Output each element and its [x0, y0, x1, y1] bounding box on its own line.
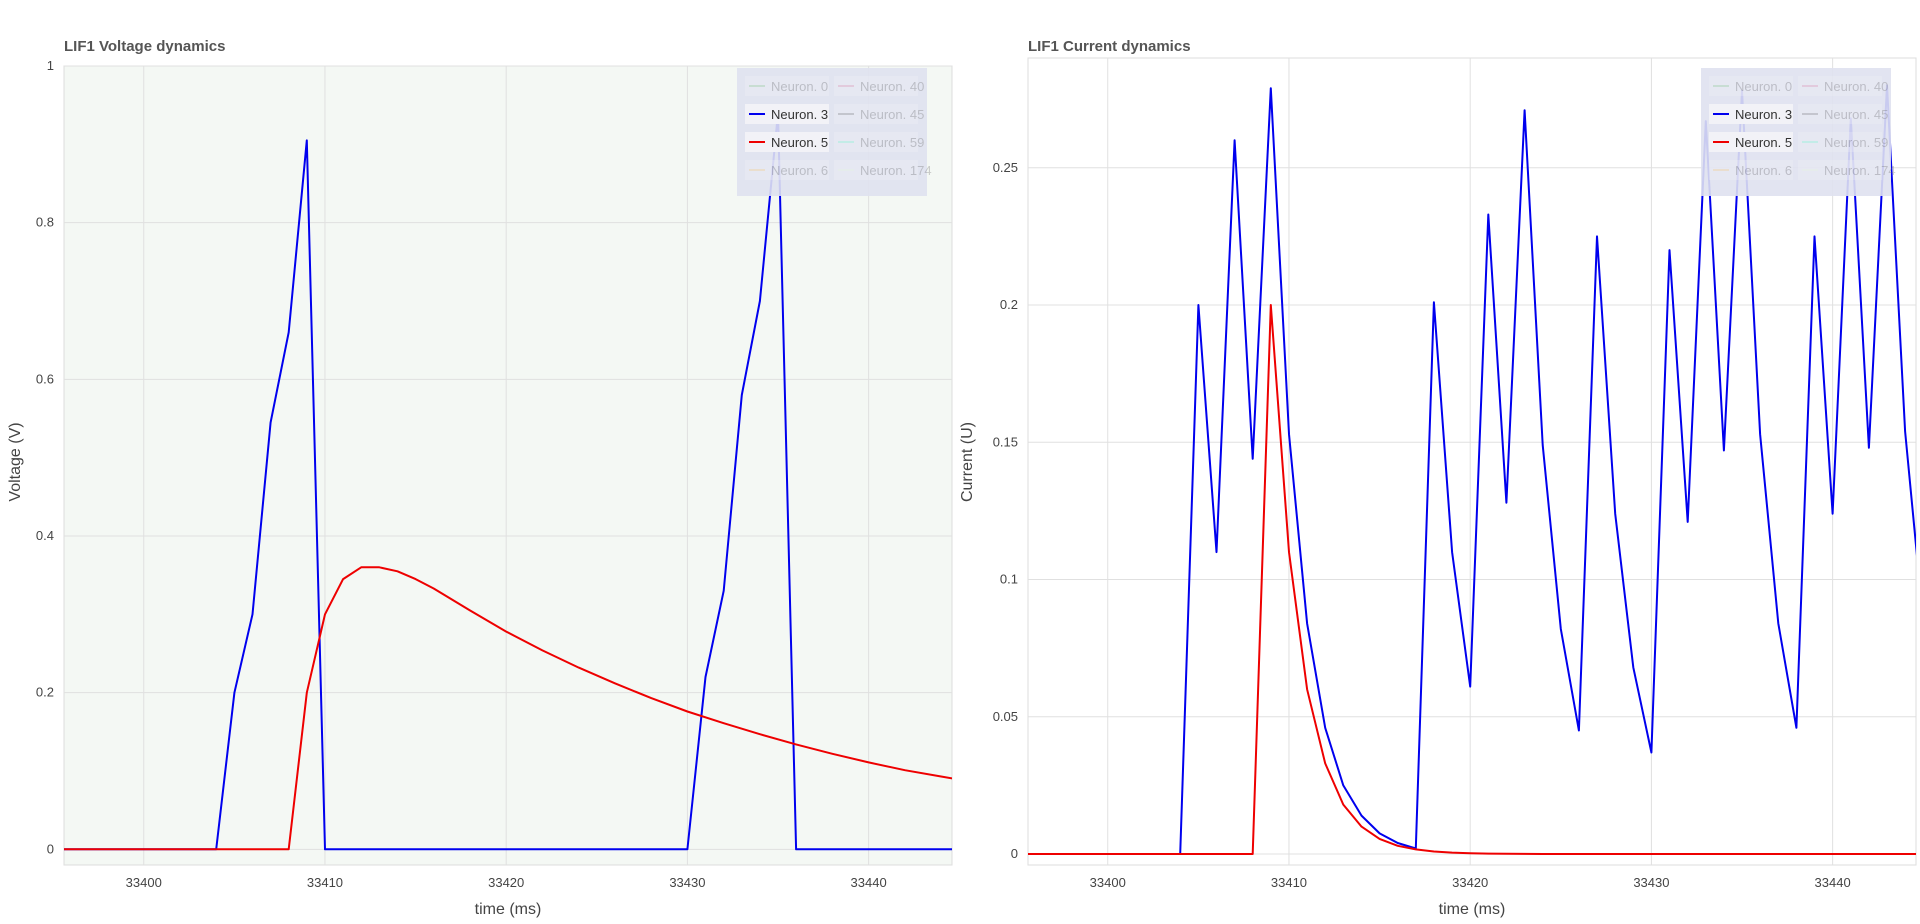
voltage-series-lines — [64, 112, 952, 851]
legend-label: Neuron. 3 — [771, 107, 828, 122]
legend-label: Neuron. 40 — [1824, 79, 1888, 94]
voltage-tick-labels: 33400 33410 33420 33430 33440 0 0.2 0.4 0.6 0.8 1 — [36, 58, 887, 890]
current-legend: Neuron. 0 Neuron. 40 Neuron. 3 Neuron. 45 Ne… — [1701, 68, 1896, 196]
legend-label: Neuron. 59 — [1824, 135, 1888, 150]
legend-label: Neuron. 45 — [1824, 107, 1888, 122]
series-line-neuron-3 — [1028, 84, 1916, 855]
legend-label: Neuron. 0 — [771, 79, 828, 94]
legend-item[interactable]: Neuron. 174 — [1798, 160, 1896, 180]
legend-label: Neuron. 5 — [1735, 135, 1792, 150]
x-tick-label: 33410 — [1271, 875, 1307, 890]
legend-item-background — [745, 132, 829, 152]
y-tick-label: 0.2 — [36, 685, 54, 700]
y-tick-label: 0.1 — [1000, 572, 1018, 587]
legend-item[interactable]: Neuron. 40 — [1798, 76, 1888, 96]
x-tick-label: 33440 — [1815, 875, 1851, 890]
legend-item-background — [1798, 104, 1882, 124]
legend-item-background — [834, 76, 918, 96]
legend-item[interactable]: Neuron. 6 — [1709, 160, 1793, 180]
x-tick-label: 33410 — [307, 875, 343, 890]
y-tick-label: 0.4 — [36, 528, 54, 543]
current-chart: 33400 33410 33420 33430 33440 0 0.05 0.1 0.15 0.2… — [959, 38, 1917, 918]
legend-label: Neuron. 0 — [1735, 79, 1792, 94]
current-y-axis-label: Current (U) — [959, 422, 976, 502]
legend-item[interactable]: Neuron. 59 — [1798, 132, 1888, 152]
x-tick-label: 33420 — [1452, 875, 1488, 890]
voltage-x-axis-label: time (ms) — [475, 901, 542, 918]
legend-label: Neuron. 45 — [860, 107, 924, 122]
legend-item-background — [745, 160, 829, 180]
series-line-neuron-5 — [1028, 304, 1916, 855]
voltage-chart-title: LIF1 Voltage dynamics — [64, 38, 225, 55]
x-tick-label: 33420 — [488, 875, 524, 890]
y-tick-label: 0 — [47, 841, 54, 856]
legend-label: Neuron. 6 — [1735, 163, 1792, 178]
legend-item-background — [745, 76, 829, 96]
legend-item-background — [1709, 160, 1793, 180]
voltage-legend: Neuron. 0 Neuron. 40 Neuron. 3 Neuron. 45 Ne… — [737, 68, 932, 196]
current-chart-title: LIF1 Current dynamics — [1028, 38, 1191, 55]
legend-label: Neuron. 3 — [1735, 107, 1792, 122]
y-tick-label: 0.05 — [993, 709, 1018, 724]
legend-label: Neuron. 174 — [1824, 163, 1896, 178]
legend-item[interactable]: Neuron. 5 — [1709, 132, 1793, 152]
voltage-chart: 33400 33410 33420 33430 3344000.20.40.60.81 … — [7, 38, 953, 918]
legend-item[interactable]: Neuron. 59 — [834, 132, 924, 152]
series-line-neuron-3 — [64, 112, 952, 851]
voltage-plot-area — [63, 65, 953, 866]
legend-item-background — [1798, 132, 1882, 152]
current-tick-labels: 33400 33410 33420 33430 33440 0 0.05 0.1 0.15 0.2… — [993, 160, 1851, 890]
y-tick-label: 0.15 — [993, 434, 1018, 449]
x-tick-label: 33440 — [851, 875, 887, 890]
x-tick-label: 33400 — [1090, 875, 1126, 890]
legend-label: Neuron. 6 — [771, 163, 828, 178]
voltage-y-axis-label: Voltage (V) — [7, 422, 24, 501]
legend-item[interactable]: Neuron. 3 — [745, 104, 829, 124]
legend-label: Neuron. 5 — [771, 135, 828, 150]
legend-item[interactable]: Neuron. 0 — [1709, 76, 1793, 96]
legend-item-background — [745, 104, 829, 124]
legend-item[interactable]: Neuron. 6 — [745, 160, 829, 180]
legend-item-background — [834, 160, 918, 180]
legend-item[interactable]: Neuron. 3 — [1709, 104, 1793, 124]
legend-item-background — [1798, 76, 1882, 96]
legend-label: Neuron. 59 — [860, 135, 924, 150]
legend-item[interactable]: Neuron. 40 — [834, 76, 924, 96]
y-tick-label: 0.2 — [1000, 297, 1018, 312]
current-series-lines — [1028, 84, 1916, 855]
y-tick-label: 1 — [47, 58, 54, 73]
y-tick-label: 0.6 — [36, 371, 54, 386]
y-tick-label: 0.8 — [36, 215, 54, 230]
x-tick-label: 33400 — [126, 875, 162, 890]
series-line-neuron-5 — [64, 566, 952, 851]
x-tick-label: 33430 — [1633, 875, 1669, 890]
legend-item-background — [834, 104, 918, 124]
y-tick-label: 0 — [1011, 846, 1018, 861]
legend-item-background — [1709, 104, 1793, 124]
legend-item[interactable]: Neuron. 0 — [745, 76, 829, 96]
legend-item[interactable]: Neuron. 45 — [1798, 104, 1888, 124]
y-tick-label: 0.25 — [993, 160, 1018, 175]
legend-item-background — [834, 132, 918, 152]
legend-label: Neuron. 174 — [860, 163, 932, 178]
legend-item-background — [1798, 160, 1882, 180]
legend-item-background — [1709, 76, 1793, 96]
legend-item[interactable]: Neuron. 45 — [834, 104, 924, 124]
legend-label: Neuron. 40 — [860, 79, 924, 94]
legend-item[interactable]: Neuron. 174 — [834, 160, 932, 180]
legend-item[interactable]: Neuron. 5 — [745, 132, 829, 152]
legend-item-background — [1709, 132, 1793, 152]
current-x-axis-label: time (ms) — [1439, 901, 1506, 918]
x-tick-label: 33430 — [669, 875, 705, 890]
